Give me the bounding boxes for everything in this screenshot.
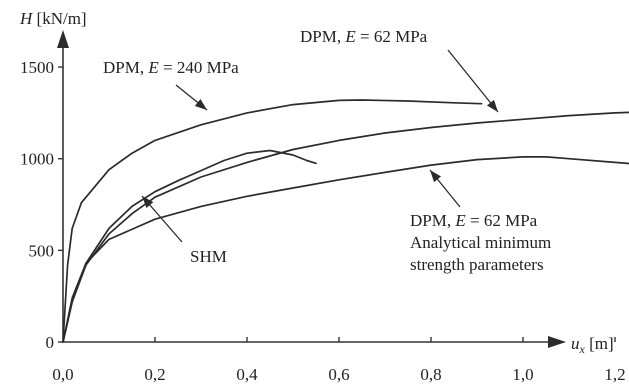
annotation-line: DPM, E = 62 MPa [300,27,428,46]
x-tick-label: 0,2 [144,365,165,384]
y-axis-var: H [19,9,34,28]
x-tick-label: 0,4 [236,365,258,384]
annotation-line: Analytical minimum [410,233,551,252]
label-dpm-e62-min-strength: DPM, E = 62 MPa Analytical minimum strengt… [410,211,551,274]
y-tick-label: 1000 [20,150,54,169]
label-shm: SHM [190,247,227,266]
x-axis-var: u [571,334,580,353]
leader-line [447,49,499,113]
y-ticks: 0 500 1000 1500 [20,58,63,352]
y-tick-label: 0 [46,333,55,352]
x-tick-label: 0,6 [328,365,349,384]
x-axis-unit: [m] [585,334,614,353]
annotation-line: SHM [190,247,227,266]
annotation-line: DPM, E = 240 MPa [103,58,239,77]
x-tick-label: 1,2 [604,365,625,384]
axes: H [kN/m] ux [m] 0,00,20,40,60,81,01,21,4… [19,9,626,384]
x-tick-label: 1,0 [512,365,533,384]
leader-arrowhead [486,99,498,112]
label-dpm-e62: DPM, E = 62 MPa [300,27,428,46]
x-tick-label: 0,8 [420,365,441,384]
curves [62,99,629,343]
y-axis-arrow [57,30,69,48]
leader-arrowhead [142,196,154,209]
curve-dpm-e240 [62,99,483,343]
y-axis-unit: [kN/m] [32,9,86,28]
y-tick-label: 500 [29,241,55,260]
y-tick-label: 1500 [20,58,54,77]
annotations: DPM, E = 240 MPa DPM, E = 62 MPa SHM DPM, E… [103,27,551,274]
x-axis-arrow [548,336,566,348]
label-dpm-e240: DPM, E = 240 MPa [103,58,239,77]
leader-arrowhead [194,98,207,110]
curve-dpm-e62-min-strength [62,156,629,343]
curve-dpm-e62 [62,111,629,343]
x-axis-title: ux [m] [571,334,614,356]
x-axis-subscript: x [579,342,586,356]
x-tick-label: 0,0 [52,365,73,384]
leader-arrowhead [430,170,442,183]
x-ticks: 0,00,20,40,60,81,01,21,4 [52,337,626,384]
y-axis-title: H [kN/m] [19,9,87,28]
curve-shm [62,149,317,343]
annotation-line: DPM, E = 62 MPa [410,211,538,230]
annotation-line: strength parameters [410,255,544,274]
